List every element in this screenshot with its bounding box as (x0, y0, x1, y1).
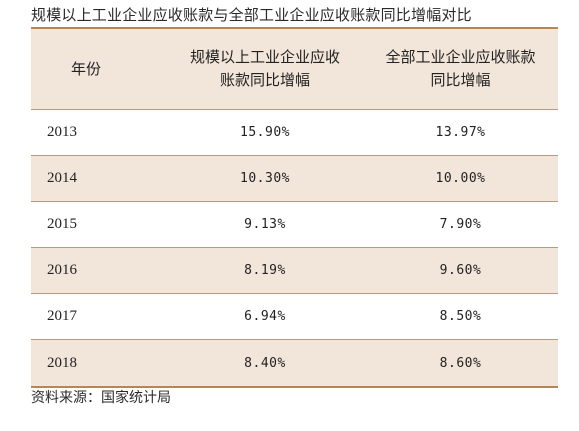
col-b-cell: 8.50% (439, 309, 482, 324)
col-b-cell: 13.97% (435, 125, 486, 140)
source-note: 资料来源：国家统计局 (31, 390, 171, 406)
col-a-cell: 6.94% (244, 309, 286, 324)
year-cell: 2017 (47, 308, 77, 324)
table-row: 2013 15.90% 13.97% (31, 110, 558, 156)
year-cell: 2013 (47, 124, 77, 140)
table-row: 2017 6.94% 8.50% (31, 294, 558, 340)
header-col-b: 全部工业企业应收账款 同比增幅 (363, 46, 558, 92)
header-year: 年份 (71, 59, 102, 78)
col-b-cell: 8.60% (439, 355, 482, 371)
col-a-cell: 8.40% (244, 355, 286, 371)
year-cell: 2014 (47, 170, 77, 186)
col-a-cell: 10.30% (240, 171, 290, 186)
table-row: 2018 8.40% 8.60% (31, 340, 558, 386)
col-b-cell: 10.00% (435, 171, 486, 186)
year-cell: 2015 (47, 216, 77, 232)
col-b-cell: 9.60% (439, 263, 482, 278)
header-col-a-line-1: 规模以上工业企业应收 (189, 48, 340, 66)
year-cell: 2018 (47, 354, 77, 371)
table-title: 规模以上工业企业应收账款与全部工业企业应收账款同比增幅对比 (31, 6, 472, 24)
year-cell: 2016 (47, 262, 77, 278)
table-row: 2015 9.13% 7.90% (31, 202, 558, 248)
table-row: 2014 10.30% 10.00% (31, 156, 558, 202)
table-header-row: 年份 规模以上工业企业应收 账款同比增幅 全部工业企业应收账款 同比增幅 (31, 29, 558, 110)
col-a-cell: 9.13% (244, 217, 286, 232)
header-col-b-line-2: 同比增幅 (430, 71, 491, 89)
header-col-b-line-1: 全部工业企业应收账款 (385, 48, 536, 66)
col-a-cell: 15.90% (240, 125, 290, 140)
table-row: 2016 8.19% 9.60% (31, 248, 558, 294)
header-col-a: 规模以上工业企业应收 账款同比增幅 (167, 46, 363, 92)
header-col-a-line-2: 账款同比增幅 (219, 71, 310, 89)
col-a-cell: 8.19% (244, 263, 286, 278)
col-b-cell: 7.90% (439, 217, 482, 232)
data-table: 年份 规模以上工业企业应收 账款同比增幅 全部工业企业应收账款 同比增幅 201… (31, 27, 558, 388)
